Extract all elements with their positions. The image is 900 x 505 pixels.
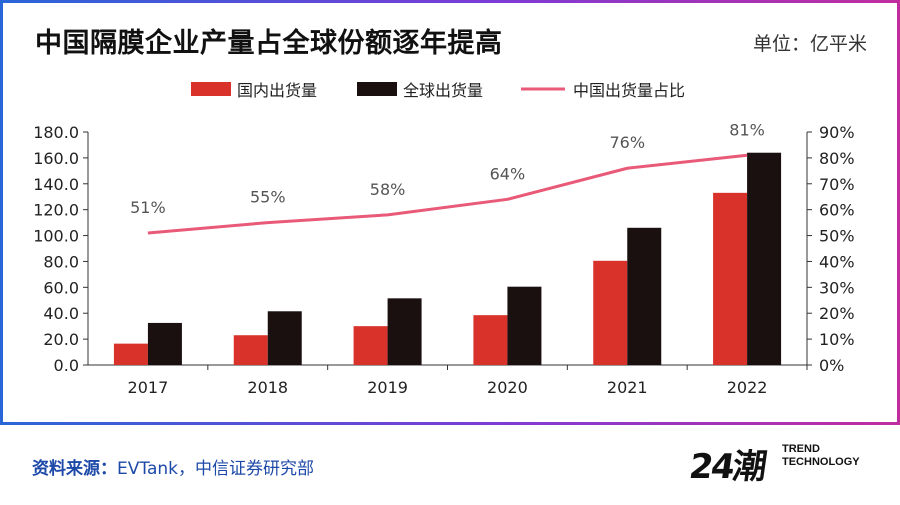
bar-line-chart: 0.0 20.0 40.0 60.0 80.0 100.0 120.0 140.0 160.0 1… — [33, 81, 855, 397]
y-left-tick-label: 40.0 — [43, 304, 79, 323]
y-left-tick-label: 160.0 — [33, 149, 79, 168]
bar-global — [507, 286, 542, 365]
source-note: 资料来源：EVTank，中信证券研究部 — [32, 454, 314, 479]
line-share — [147, 153, 748, 235]
x-tick-label: 2020 — [487, 378, 528, 397]
y-left-tick-label: 100.0 — [33, 227, 79, 246]
x-tick-label: 2021 — [607, 378, 648, 397]
share-data-label: 58% — [370, 180, 406, 199]
x-tick-label: 2018 — [247, 378, 288, 397]
bar-global — [747, 152, 782, 365]
legend-swatch-domestic — [191, 82, 231, 96]
x-tick-label: 2022 — [727, 378, 768, 397]
unit-label: 单位：亿平米 — [752, 33, 867, 55]
x-tick-label: 2019 — [367, 378, 408, 397]
logo-wordmark: TREND TECHNOLOGY — [782, 443, 860, 469]
y-right-tick-label: 30% — [819, 278, 855, 297]
footer: 资料来源：EVTank，中信证券研究部 24潮 TREND TECHNOLOGY — [0, 425, 900, 505]
legend-label: 中国出货量占比 — [573, 81, 685, 100]
bar-global — [387, 298, 422, 365]
bar-domestic — [713, 192, 748, 365]
y-left-tick-label: 80.0 — [43, 252, 79, 271]
y-left-tick-label: 120.0 — [33, 201, 79, 220]
bar-domestic — [353, 326, 388, 365]
logo-text-technology: TECHNOLOGY — [782, 456, 860, 468]
y-right-tick-label: 10% — [819, 330, 855, 349]
legend-label: 全球出货量 — [403, 81, 483, 100]
bar-domestic — [113, 343, 148, 365]
x-tick-label: 2017 — [128, 378, 169, 397]
logo-mark: 24潮 — [686, 447, 768, 487]
share-data-label: 51% — [130, 198, 166, 217]
bar-global — [147, 322, 182, 365]
bar-domestic — [593, 260, 628, 365]
y-left-tick-label: 20.0 — [43, 330, 79, 349]
share-data-label: 64% — [490, 164, 526, 183]
y-right-tick-label: 80% — [819, 149, 855, 168]
share-data-label: 81% — [729, 120, 765, 139]
chart-title: 中国隔膜企业产量占全球份额逐年提高 — [35, 28, 503, 59]
y-left-tick-label: 180.0 — [33, 123, 79, 142]
bar-domestic — [233, 335, 268, 365]
y-left-tick-label: 60.0 — [43, 278, 79, 297]
bar-domestic — [473, 315, 508, 365]
y-left-tick-label: 0.0 — [54, 356, 79, 375]
y-right-tick-label: 40% — [819, 252, 855, 271]
share-data-label: 76% — [609, 133, 645, 152]
source-label: 资料来源： — [32, 459, 117, 479]
brand-logo: 24潮 TREND TECHNOLOGY — [686, 435, 870, 491]
y-right-tick-label: 90% — [819, 123, 855, 142]
share-data-label: 55% — [250, 188, 286, 207]
bar-global — [267, 311, 302, 365]
y-right-tick-label: 50% — [819, 227, 855, 246]
legend-swatch-global — [357, 82, 397, 96]
y-left-tick-label: 140.0 — [33, 175, 79, 194]
bar-global — [627, 227, 662, 365]
y-right-tick-label: 0% — [819, 356, 844, 375]
logo-text-trend: TREND — [782, 443, 820, 455]
legend-label: 国内出货量 — [237, 81, 317, 100]
source-text: EVTank，中信证券研究部 — [117, 459, 314, 479]
y-right-tick-label: 20% — [819, 304, 855, 323]
y-right-tick-label: 60% — [819, 201, 855, 220]
y-right-tick-label: 70% — [819, 175, 855, 194]
